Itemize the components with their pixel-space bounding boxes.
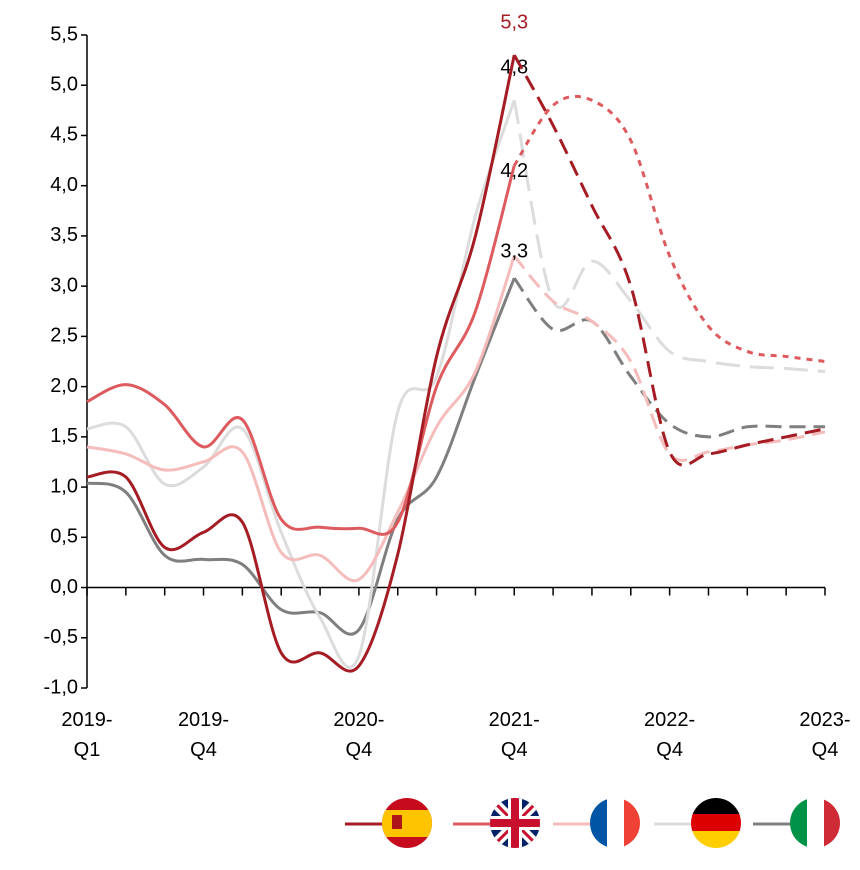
- series-line: [86, 255, 516, 583]
- y-tick-label: 4,0: [50, 174, 78, 196]
- y-tick-label: 0,5: [50, 526, 78, 548]
- y-tick-label: 1,5: [50, 425, 78, 447]
- flag-uk: [490, 798, 540, 848]
- y-tick-label: -0,5: [44, 626, 78, 648]
- series-line: [86, 165, 516, 536]
- legend-flags: [382, 798, 840, 848]
- x-tick-label: 2023-Q4: [799, 709, 851, 761]
- forecast-line: [513, 255, 826, 462]
- x-tick-label: 2022-Q4: [644, 709, 696, 761]
- y-tick-label: 1,0: [50, 475, 78, 497]
- data-label: 3,3: [500, 240, 528, 262]
- data-label: 5,3: [500, 11, 528, 33]
- y-tick-label: 3,0: [50, 274, 78, 296]
- series-line: [86, 99, 516, 669]
- data-label: 4,2: [500, 160, 528, 182]
- y-tick-label: 2,0: [50, 375, 78, 397]
- y-tick-label: 4,5: [50, 124, 78, 146]
- x-tick-label: 2019-Q1: [61, 709, 113, 761]
- x-tick-label: 2021-Q4: [488, 709, 540, 761]
- x-tick-label: 2019-Q4: [177, 709, 230, 761]
- flag-italy: [790, 798, 840, 848]
- forecast-line: [512, 54, 826, 467]
- series-line: [86, 54, 516, 673]
- series-line: [86, 277, 516, 636]
- y-tick-label: 5,0: [50, 74, 78, 96]
- x-tick-label: 2020-Q4: [333, 709, 385, 761]
- y-tick-label: 0,0: [50, 576, 78, 598]
- forecast-line: [512, 100, 826, 374]
- y-tick-label: 5,5: [50, 23, 78, 45]
- flag-germany: [691, 798, 741, 848]
- forecast-line: [513, 277, 825, 439]
- flag-spain: [382, 798, 432, 848]
- forecast-line: [512, 94, 826, 363]
- y-tick-label: -1,0: [44, 676, 78, 698]
- y-tick-label: 2,5: [50, 325, 78, 347]
- flag-france: [590, 798, 640, 848]
- y-tick-label: 3,5: [50, 224, 78, 246]
- data-label: 4,8: [500, 57, 528, 79]
